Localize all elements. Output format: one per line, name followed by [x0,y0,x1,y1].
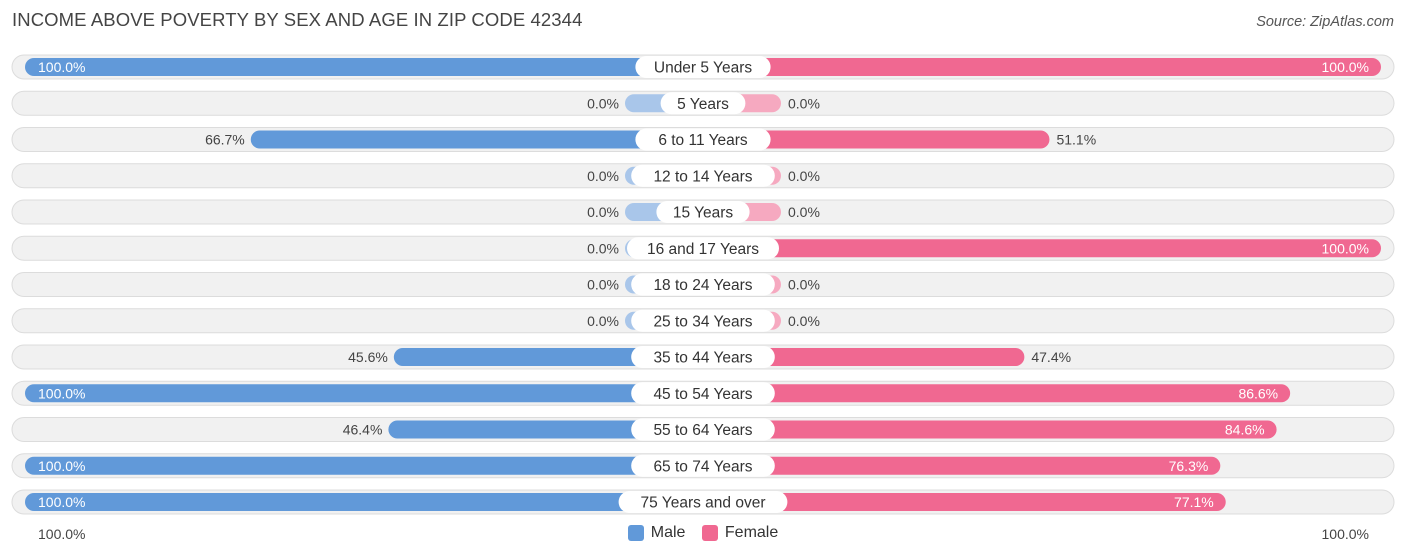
category-label: 5 Years [677,96,729,113]
category-label: 35 to 44 Years [653,350,752,367]
legend-label-female: Female [724,524,779,541]
category-pill [631,273,775,296]
value-label-female: 100.0% [1322,240,1369,256]
value-label-male: 100.0% [38,494,85,510]
value-label-female: 51.1% [1056,132,1096,148]
value-label-female: 84.6% [1225,422,1265,438]
category-label: Under 5 Years [654,60,752,77]
category-pill [631,382,775,405]
value-label-female: 0.0% [788,168,820,184]
category-pill [631,346,775,368]
value-label-male: 0.0% [587,95,619,111]
value-label-female: 0.0% [788,95,820,111]
bar-female[interactable] [703,420,1277,439]
value-label-male: 100.0% [38,458,85,474]
bar-female[interactable] [703,58,1381,76]
category-pill [660,92,746,115]
category-label: 45 to 54 Years [653,386,752,403]
value-label-male: 46.4% [343,422,383,438]
legend-item-male[interactable]: Male [627,524,686,542]
category-label: 15 Years [673,205,734,222]
category-label: 12 to 14 Years [653,168,752,185]
category-pill [631,309,775,332]
category-label: 16 and 17 Years [647,241,759,258]
legend-item-female[interactable]: Female [701,524,779,542]
category-pill [656,201,750,223]
value-label-male: 45.6% [348,349,388,365]
legend-swatch-female [701,525,718,541]
value-label-female: 0.0% [788,204,820,220]
value-label-female: 76.3% [1169,458,1209,474]
bar-female[interactable] [703,493,1226,511]
value-label-male: 0.0% [587,204,619,220]
category-label: 18 to 24 Years [653,277,752,294]
bar-male[interactable] [388,420,703,439]
chart-canvas: 100.0% 100.0% Under 5 Years 0.0% 0.0% 5 Years… [11,54,1395,515]
category-pill [635,56,771,78]
category-pill [631,164,775,187]
value-label-male: 0.0% [587,277,619,293]
category-label: 6 to 11 Years [658,132,748,149]
chart-title: INCOME ABOVE POVERTY BY SEX AND AGE IN Z… [12,9,583,30]
bar-male[interactable] [25,384,703,403]
bar-female[interactable] [703,239,1381,258]
bar-female[interactable] [703,456,1221,475]
category-label: 25 to 34 Years [653,313,752,330]
bar-male[interactable] [25,58,703,76]
category-label: 55 to 64 Years [653,422,752,439]
category-pill [635,128,771,151]
value-label-female: 47.4% [1031,349,1071,365]
value-label-female: 86.6% [1238,385,1278,401]
axis-label-right: 100.0% [1321,526,1369,542]
bar-female[interactable] [703,348,1025,366]
legend-label-male: Male [650,524,686,541]
category-label: 65 to 74 Years [653,458,752,475]
bar-female[interactable] [703,384,1291,403]
legend-swatch-male [627,525,644,541]
bar-female[interactable] [703,130,1050,149]
axis-label-left: 100.0% [38,526,86,542]
bar-male[interactable] [25,456,703,475]
value-label-male: 0.0% [587,168,619,184]
value-label-male: 100.0% [38,385,85,401]
value-label-male: 66.7% [205,132,245,148]
category-label: 75 Years and over [641,495,766,512]
value-label-male: 0.0% [587,313,619,329]
bar-male[interactable] [250,130,704,149]
value-label-female: 77.1% [1174,494,1214,510]
value-label-female: 100.0% [1322,59,1369,75]
value-label-female: 0.0% [788,313,820,329]
category-pill [631,418,775,441]
category-pill [618,491,788,513]
category-pill [631,454,775,477]
bar-male[interactable] [25,493,703,511]
legend: Male Female [0,524,1406,546]
category-pill [627,237,779,260]
value-label-male: 100.0% [38,59,85,75]
value-label-male: 0.0% [587,240,619,256]
value-label-female: 0.0% [788,277,820,293]
source-note: Source: ZipAtlas.com [1256,14,1394,30]
bar-male[interactable] [393,348,703,366]
